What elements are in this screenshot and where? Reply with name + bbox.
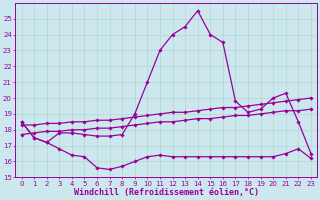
X-axis label: Windchill (Refroidissement éolien,°C): Windchill (Refroidissement éolien,°C) (74, 188, 259, 197)
